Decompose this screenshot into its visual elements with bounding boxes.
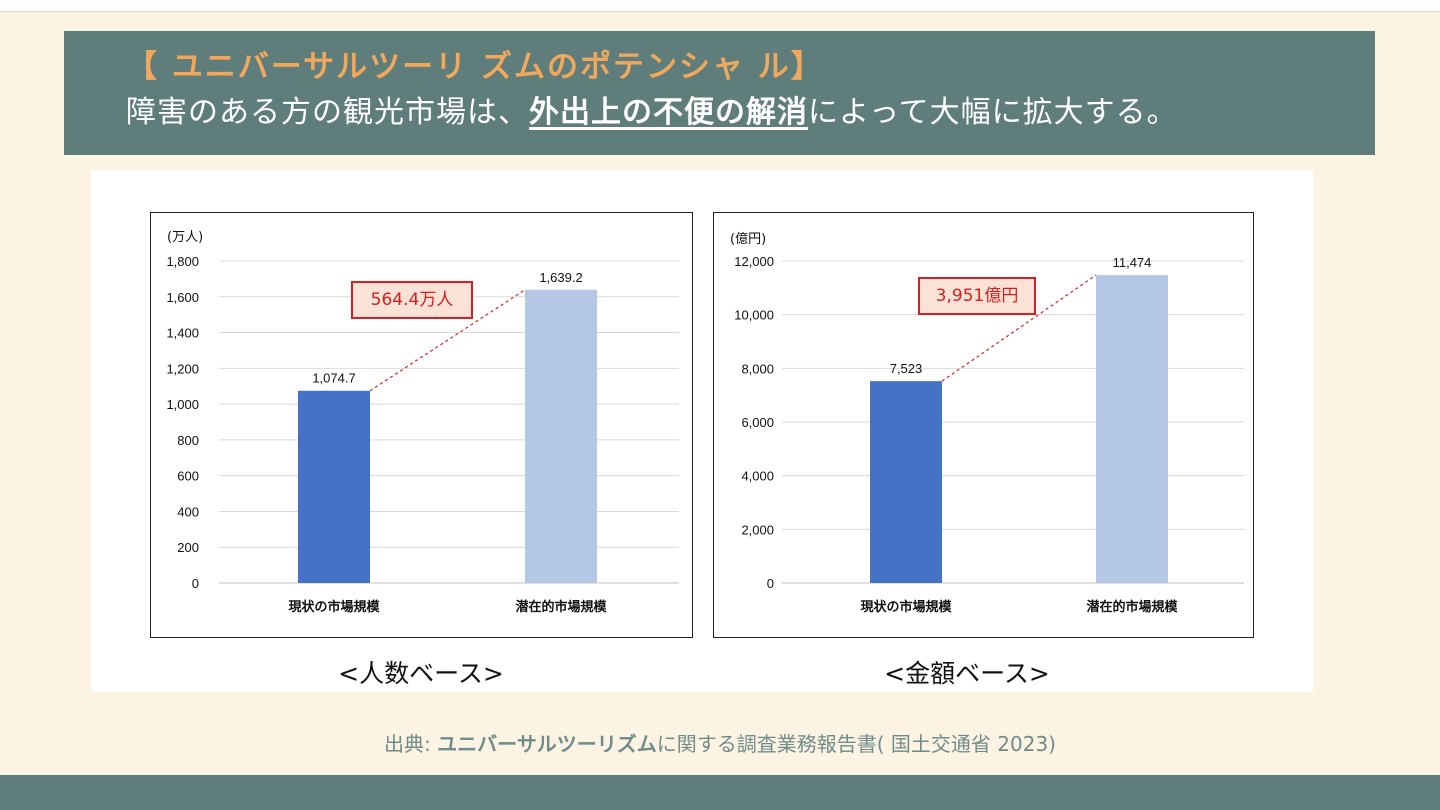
bar-current [298, 390, 370, 583]
chart-amount-svg: 0 2,000 4,000 6,000 8,000 10,000 12,000 (億円) 7,5… [730, 231, 1244, 615]
slide-title: 【 ユニバーサルツーリ ズムのポテンシャ ル】 [126, 49, 824, 85]
y-tick-label: 1,800 [166, 254, 199, 269]
y-tick-label: 1,600 [166, 290, 199, 305]
window-top-border [0, 0, 1440, 12]
source-suffix: に関する調査業務報告書( 国土交通省 2023) [656, 732, 1056, 756]
bar-current [870, 381, 942, 583]
chart-people: 0 200 400 600 800 1,000 1,200 1,400 1,600 1,800 (万… [150, 212, 693, 638]
source-bold: ユニバーサルツーリズム [437, 732, 657, 756]
chart-people-svg: 0 200 400 600 800 1,000 1,200 1,400 1,600 1,800 (万… [166, 230, 679, 615]
source-citation: 出典: ユニバーサルツーリズムに関する調査業務報告書( 国土交通省 2023) [0, 728, 1440, 757]
y-tick-label: 1,400 [166, 326, 199, 341]
y-axis-unit-label: (億円) [730, 231, 766, 247]
bar-potential [1096, 275, 1168, 583]
y-tick-label: 200 [177, 540, 199, 555]
chart-amount: 0 2,000 4,000 6,000 8,000 10,000 12,000 (億円) 7,5… [713, 212, 1254, 638]
y-tick-label: 0 [767, 576, 774, 591]
slide-header: 【 ユニバーサルツーリ ズムのポテンシャ ル】 障害のある方の観光市場は、外出上… [64, 31, 1375, 155]
data-label: 1,074.7 [312, 371, 355, 386]
difference-connector-line [369, 289, 526, 392]
y-tick-label: 800 [177, 433, 199, 448]
subtitle-emphasis: 外出上の不便の解消 [529, 95, 808, 130]
x-tick-label: 現状の市場規模 [288, 599, 380, 615]
x-tick-label: 潜在的市場規模 [515, 599, 607, 615]
difference-callout-people: 564.4万人 [351, 281, 473, 319]
x-tick-label: 現状の市場規模 [860, 599, 952, 615]
slide-subtitle: 障害のある方の観光市場は、外出上の不便の解消によって大幅に拡大する。 [126, 89, 1375, 137]
y-tick-label: 1,200 [166, 361, 199, 376]
y-tick-label: 0 [192, 576, 199, 591]
y-tick-label: 4,000 [741, 469, 774, 484]
chart-caption-amount: <金額ベース> [884, 659, 1050, 688]
y-tick-label: 1,000 [166, 397, 199, 412]
y-tick-label: 10,000 [734, 308, 774, 323]
y-tick-label: 12,000 [734, 254, 774, 269]
y-axis-unit-label: (万人) [167, 230, 203, 245]
y-tick-label: 600 [177, 469, 199, 484]
data-label: 11,474 [1113, 255, 1152, 270]
data-label: 7,523 [890, 361, 923, 376]
source-prefix: 出典: [384, 732, 438, 756]
y-tick-label: 400 [177, 504, 199, 519]
charts-panel: 0 200 400 600 800 1,000 1,200 1,400 1,600 1,800 (万… [91, 170, 1313, 692]
subtitle-text-before: 障害のある方の観光市場は、 [126, 95, 529, 130]
footer-bar [0, 775, 1440, 810]
difference-connector-line [941, 274, 1097, 382]
chart-caption-people: <人数ベース> [338, 659, 504, 688]
y-tick-label: 8,000 [741, 361, 774, 376]
difference-callout-amount: 3,951億円 [918, 277, 1036, 315]
data-label: 1,639.2 [539, 270, 582, 285]
y-tick-label: 2,000 [741, 522, 774, 537]
x-tick-label: 潜在的市場規模 [1086, 599, 1178, 615]
bar-potential [525, 289, 597, 583]
subtitle-text-after: によって大幅に拡大する。 [808, 95, 1178, 130]
y-tick-label: 6,000 [741, 415, 774, 430]
